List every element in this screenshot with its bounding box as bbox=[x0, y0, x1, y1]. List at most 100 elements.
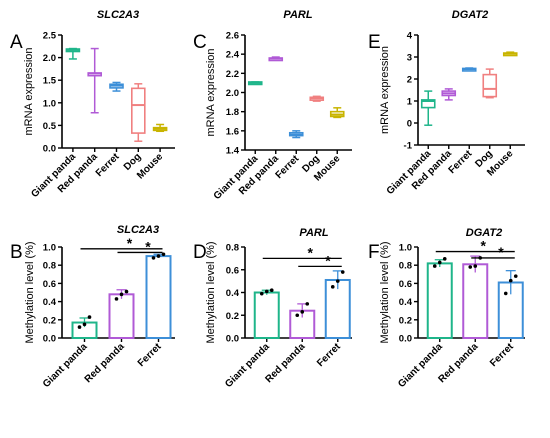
panel-a: A SLC2A3 mRNA expression 0.0 0.5 1.0 1.5 2.0 2.5… bbox=[10, 9, 175, 200]
data-point bbox=[124, 289, 129, 294]
y-tick-label: 1 bbox=[407, 97, 413, 108]
panel-label: A bbox=[10, 32, 23, 53]
data-point bbox=[442, 257, 447, 261]
panel-d: D PARL Methylation level (%) 0.0 0.2 0.4 0.6 0.… bbox=[193, 227, 352, 390]
y-tick-label: 4 bbox=[407, 31, 413, 42]
data-point bbox=[156, 254, 161, 258]
y-axis-label: mRNA expression bbox=[205, 48, 217, 136]
y-tick-label: 0.6 bbox=[399, 279, 412, 290]
data-point bbox=[508, 278, 513, 283]
x-tick-label: Red panda bbox=[83, 341, 127, 385]
y-tick-label: 0.0 bbox=[43, 334, 56, 345]
data-point bbox=[437, 260, 442, 265]
y-tick-label: 1.4 bbox=[226, 146, 240, 157]
panel-title: SLC2A3 bbox=[97, 9, 139, 21]
data-point bbox=[468, 265, 473, 269]
significance-star: * bbox=[498, 244, 504, 260]
significance-star: * bbox=[308, 244, 314, 260]
y-tick-label: 0.8 bbox=[43, 261, 56, 272]
data-point bbox=[503, 291, 508, 296]
panel-title: DGAT2 bbox=[466, 227, 502, 239]
y-tick-label: 0.2 bbox=[43, 315, 56, 326]
y-tick-label: 2.5 bbox=[43, 31, 57, 42]
bar bbox=[426, 262, 453, 340]
significance-star: * bbox=[127, 235, 133, 251]
y-tick-label: 2.0 bbox=[226, 88, 239, 99]
panel-label: C bbox=[193, 32, 207, 53]
data-point bbox=[305, 302, 310, 306]
y-tick-label: 2 bbox=[407, 75, 412, 86]
y-tick-label: 0.0 bbox=[43, 144, 56, 155]
panel-title: PARL bbox=[283, 9, 312, 21]
y-tick-label: 0.6 bbox=[43, 279, 56, 290]
y-tick-label: 0.4 bbox=[43, 297, 57, 308]
panel-title: DGAT2 bbox=[452, 9, 488, 21]
y-tick-label: 0.5 bbox=[43, 121, 57, 132]
data-point bbox=[87, 315, 92, 319]
y-tick-label: 0.0 bbox=[399, 334, 412, 345]
y-axis-label: mRNA expression bbox=[23, 47, 35, 135]
panel-label: B bbox=[10, 242, 23, 263]
data-point bbox=[473, 264, 478, 268]
y-axis-label: Methylation level (%) bbox=[205, 241, 217, 343]
x-tick-label: Ferret bbox=[315, 341, 343, 369]
y-axis-label: mRNA expression bbox=[379, 46, 391, 134]
significance-star: * bbox=[481, 238, 487, 254]
data-point bbox=[259, 291, 264, 296]
y-tick-label: -1 bbox=[404, 141, 413, 152]
y-tick-label: 0.6 bbox=[226, 265, 239, 276]
x-tick-label: Ferret bbox=[488, 341, 516, 369]
data-point bbox=[340, 270, 345, 274]
bar bbox=[145, 255, 172, 340]
y-tick-label: 0.8 bbox=[226, 243, 239, 254]
panel-title: PARL bbox=[299, 227, 328, 239]
data-point bbox=[295, 313, 300, 318]
significance-star: * bbox=[145, 238, 151, 254]
bar bbox=[253, 291, 280, 339]
panel-label: E bbox=[368, 32, 381, 53]
y-tick-label: 0.8 bbox=[399, 261, 412, 272]
y-axis-label: Methylation level (%) bbox=[379, 241, 391, 343]
box bbox=[482, 73, 498, 98]
panel-f: F DGAT2 Methylation level (%) 0.0 0.2 0.4 0.6 0… bbox=[368, 227, 525, 390]
panel-title: SLC2A3 bbox=[117, 224, 159, 236]
y-axis-label: Methylation level (%) bbox=[24, 241, 36, 343]
box bbox=[131, 87, 146, 134]
y-tick-label: 1.0 bbox=[43, 98, 56, 109]
bar bbox=[108, 293, 135, 340]
data-point bbox=[335, 279, 340, 283]
y-tick-label: 2.2 bbox=[226, 69, 239, 80]
data-point bbox=[300, 310, 305, 314]
data-point bbox=[264, 289, 269, 294]
x-tick-label: Ferret bbox=[94, 151, 122, 179]
data-point bbox=[77, 325, 82, 329]
panel-c: C PARL mRNA expression 1.4 1.6 1.8 2.0 2.2 2.4 2.… bbox=[193, 9, 352, 202]
x-tick-label: Ferret bbox=[274, 153, 302, 181]
x-tick-label: Ferret bbox=[447, 148, 475, 176]
y-tick-label: 1.8 bbox=[226, 107, 239, 118]
y-tick-label: 2.6 bbox=[226, 31, 239, 42]
bar bbox=[462, 263, 489, 340]
data-point bbox=[161, 252, 166, 257]
data-point bbox=[269, 288, 274, 293]
significance-star: * bbox=[325, 252, 331, 268]
y-tick-label: 1.0 bbox=[43, 243, 56, 254]
y-tick-label: 2.0 bbox=[43, 53, 56, 64]
data-point bbox=[82, 322, 87, 327]
x-tick-label: Giant panda bbox=[41, 341, 90, 390]
x-tick-label: Giant panda bbox=[223, 341, 272, 390]
y-tick-label: 3 bbox=[407, 53, 412, 64]
x-tick-label: Ferret bbox=[136, 341, 164, 369]
box bbox=[420, 99, 436, 109]
y-tick-label: 0.2 bbox=[226, 311, 239, 322]
data-point bbox=[432, 264, 437, 268]
y-tick-label: 0.2 bbox=[399, 315, 412, 326]
y-tick-label: 0 bbox=[407, 119, 412, 130]
y-tick-label: 2.4 bbox=[226, 50, 240, 61]
data-point bbox=[151, 256, 156, 260]
panel-label: D bbox=[193, 242, 207, 263]
panel-label: F bbox=[368, 242, 380, 263]
y-tick-label: 1.0 bbox=[399, 243, 412, 254]
